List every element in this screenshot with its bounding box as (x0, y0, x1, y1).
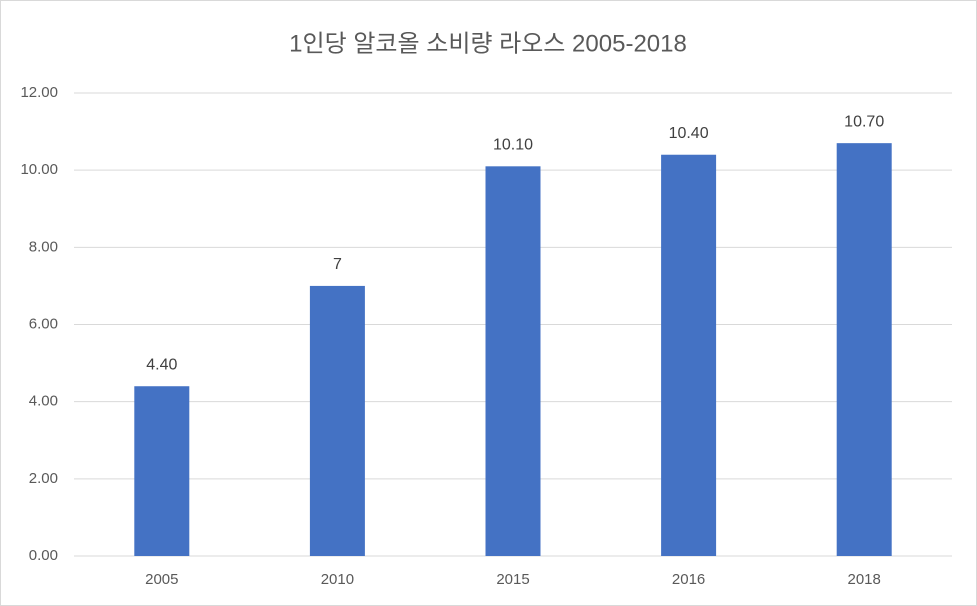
bar (485, 166, 541, 556)
data-label: 7 (333, 256, 342, 273)
y-tick-label: 0.00 (29, 547, 58, 564)
y-tick-label: 12.00 (20, 84, 58, 101)
x-tick-label: 2018 (848, 571, 881, 588)
x-tick-label: 2015 (496, 571, 529, 588)
y-tick-label: 10.00 (20, 161, 58, 178)
x-tick-label: 2016 (672, 571, 705, 588)
data-label: 10.10 (493, 137, 533, 154)
bar (309, 285, 365, 556)
chart-title: 1인당 알코올 소비량 라오스 2005-2018 (289, 30, 687, 57)
bar (836, 143, 892, 557)
data-label: 4.40 (146, 356, 177, 373)
y-tick-label: 6.00 (29, 315, 58, 332)
data-label: 10.40 (669, 125, 709, 142)
x-tick-label: 2005 (145, 571, 178, 588)
x-tick-label: 2010 (321, 571, 354, 588)
data-label: 10.70 (844, 113, 884, 130)
y-tick-label: 2.00 (29, 470, 58, 487)
y-tick-label: 4.00 (29, 393, 58, 410)
bar (134, 386, 190, 556)
y-tick-label: 8.00 (29, 238, 58, 255)
bar (661, 154, 717, 556)
